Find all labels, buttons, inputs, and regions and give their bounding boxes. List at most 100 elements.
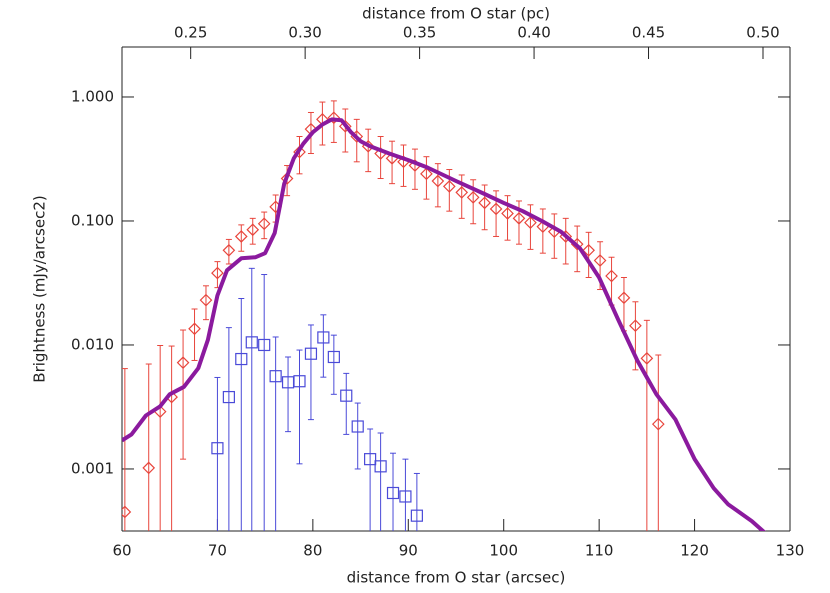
diamond-marker bbox=[617, 291, 631, 305]
x-tick-label: 90 bbox=[399, 542, 418, 560]
diamond-marker bbox=[211, 266, 224, 280]
plot-frame bbox=[121, 46, 791, 532]
error-bar bbox=[402, 458, 409, 531]
error-bar bbox=[307, 324, 314, 421]
x2-tick-label: 0.50 bbox=[746, 24, 779, 42]
square-marker bbox=[386, 486, 400, 500]
diamond-marker bbox=[629, 319, 642, 333]
model-line bbox=[122, 117, 766, 531]
square-marker bbox=[364, 453, 377, 466]
error-bar bbox=[655, 354, 662, 531]
square-marker bbox=[317, 331, 330, 344]
x2-tick-label: 0.25 bbox=[174, 24, 207, 42]
error-bar bbox=[238, 224, 245, 252]
error-bar bbox=[377, 136, 384, 180]
diamond-marker bbox=[234, 230, 248, 243]
x-tick-label: 70 bbox=[208, 542, 227, 560]
error-bar bbox=[248, 267, 255, 531]
error-bar bbox=[145, 363, 152, 531]
square-marker bbox=[340, 389, 353, 402]
error-bar bbox=[272, 336, 279, 531]
diamond-marker bbox=[222, 243, 236, 257]
square-marker bbox=[374, 460, 387, 473]
error-bar bbox=[285, 356, 292, 433]
error-bar bbox=[249, 217, 256, 245]
x-tick-label: 60 bbox=[112, 542, 131, 560]
diamond-marker bbox=[431, 174, 445, 188]
x-tick-label: 120 bbox=[680, 542, 709, 560]
x2-tick-label: 0.40 bbox=[517, 24, 550, 42]
square-marker bbox=[304, 347, 318, 360]
error-bar bbox=[551, 213, 558, 259]
error-bar bbox=[354, 402, 361, 470]
y-tick-label: 1.000 bbox=[71, 87, 114, 105]
diamond-marker bbox=[489, 202, 503, 216]
error-bar bbox=[527, 204, 534, 250]
x-tick-label: 100 bbox=[489, 542, 518, 560]
diamond-marker bbox=[455, 186, 469, 199]
x2-tick-label: 0.30 bbox=[288, 24, 321, 42]
error-bar bbox=[296, 136, 303, 175]
error-bar bbox=[225, 238, 232, 265]
square-marker bbox=[245, 336, 258, 349]
error-bar bbox=[377, 432, 384, 531]
error-bar bbox=[225, 327, 232, 531]
diamond-marker bbox=[142, 461, 156, 475]
x2-axis-label: distance from O star (pc) bbox=[362, 5, 550, 23]
error-bar bbox=[180, 329, 187, 460]
plot-area bbox=[122, 100, 766, 531]
x2-tick-label: 0.45 bbox=[632, 24, 665, 42]
square-marker bbox=[269, 370, 282, 383]
y-tick-label: 0.010 bbox=[71, 335, 114, 353]
diamond-marker bbox=[478, 196, 491, 210]
error-bar bbox=[343, 372, 350, 435]
error-bar bbox=[423, 156, 430, 200]
error-bar bbox=[214, 261, 221, 289]
x-tick-label: 80 bbox=[303, 542, 322, 560]
error-bar bbox=[330, 334, 337, 395]
square-marker bbox=[410, 509, 423, 522]
error-bar bbox=[261, 274, 268, 531]
error-bar bbox=[411, 148, 418, 190]
diamond-marker bbox=[524, 216, 537, 229]
error-bar bbox=[296, 349, 303, 465]
diamond-marker bbox=[199, 293, 213, 307]
error-bar bbox=[539, 208, 546, 254]
diamond-marker bbox=[420, 167, 433, 181]
diamond-marker bbox=[246, 223, 260, 237]
diamond-marker bbox=[593, 254, 607, 267]
diamond-marker bbox=[338, 119, 352, 133]
diamond-marker bbox=[582, 243, 595, 257]
y-axis-label: Brightness (mJy/arcsec2) bbox=[31, 195, 49, 382]
diamond-marker bbox=[651, 417, 665, 431]
square-marker bbox=[211, 442, 224, 455]
error-bar bbox=[585, 231, 592, 279]
error-bar bbox=[214, 376, 221, 531]
diamond-marker bbox=[327, 111, 341, 125]
error-bar bbox=[367, 428, 374, 531]
error-bar bbox=[238, 298, 245, 531]
diamond-marker bbox=[605, 269, 618, 283]
error-bar bbox=[365, 128, 372, 173]
error-bar bbox=[400, 144, 407, 187]
diamond-marker bbox=[257, 217, 271, 231]
error-bar bbox=[330, 100, 337, 143]
diamond-marker bbox=[176, 356, 190, 370]
square-marker bbox=[258, 338, 271, 352]
diamond-marker bbox=[442, 180, 456, 193]
diamond-marker bbox=[280, 172, 294, 185]
x-axis-label: distance from O star (arcsec) bbox=[347, 569, 566, 587]
square-marker bbox=[399, 490, 412, 503]
error-bar bbox=[413, 472, 420, 531]
diamond-marker bbox=[501, 207, 514, 220]
error-bar bbox=[202, 285, 209, 321]
diamond-marker bbox=[293, 145, 306, 159]
x-tick-label: 130 bbox=[776, 542, 805, 560]
error-bar bbox=[342, 108, 349, 153]
y-tick-label: 0.001 bbox=[71, 459, 114, 477]
square-marker bbox=[235, 352, 248, 366]
square-marker bbox=[351, 420, 364, 433]
square-marker bbox=[327, 350, 340, 364]
error-bar bbox=[168, 345, 175, 531]
